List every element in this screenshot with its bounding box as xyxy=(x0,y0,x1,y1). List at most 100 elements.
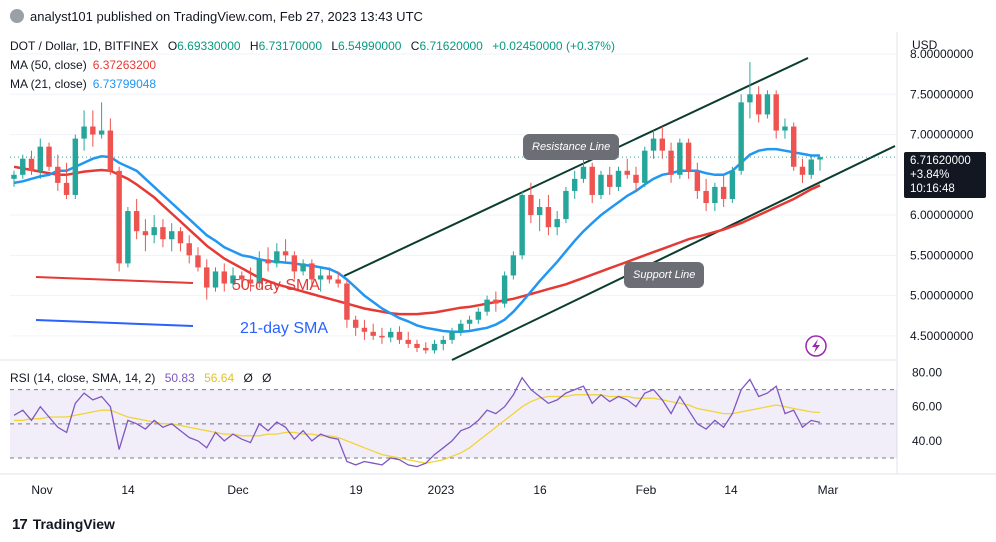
symbol-label[interactable]: DOT / Dollar, 1D, BITFINEX xyxy=(10,39,159,53)
candle xyxy=(352,315,359,336)
candle xyxy=(90,110,96,147)
candle xyxy=(212,267,219,292)
candle xyxy=(720,174,727,208)
currency-label: USD xyxy=(912,38,938,52)
candle-body xyxy=(484,299,490,312)
candle xyxy=(510,251,517,280)
candle-body xyxy=(589,166,595,195)
candle xyxy=(642,146,648,187)
high-value: 6.73170000 xyxy=(258,39,322,53)
candle-body xyxy=(256,259,263,284)
rsi-tick-label: 80.00 xyxy=(912,366,942,380)
candle-body xyxy=(423,347,429,351)
change-value: +0.02450000 (+0.37%) xyxy=(492,39,615,53)
candle xyxy=(633,166,639,191)
candle xyxy=(55,154,61,191)
candle-body xyxy=(195,255,201,268)
candle-body xyxy=(764,94,771,115)
candle-body xyxy=(282,251,289,256)
resistance-trendline xyxy=(343,57,809,277)
candle xyxy=(274,243,280,268)
time-tick-label: Feb xyxy=(636,483,657,497)
price-chart[interactable]: 8.000000007.500000007.000000006.50000000… xyxy=(0,32,996,510)
candle xyxy=(782,118,788,139)
candle-body xyxy=(370,331,376,336)
candle xyxy=(300,259,306,276)
candle-body xyxy=(431,343,438,351)
candle xyxy=(396,326,403,344)
candle xyxy=(615,166,622,191)
candle-body xyxy=(81,126,87,139)
time-tick-label: Mar xyxy=(818,483,839,497)
candle xyxy=(747,62,753,119)
candle-body xyxy=(151,227,157,236)
ma21-line xyxy=(13,147,820,334)
candle xyxy=(659,126,666,159)
candle xyxy=(151,215,157,244)
candle xyxy=(580,158,587,183)
candle xyxy=(650,130,657,159)
candle xyxy=(528,182,534,224)
candle xyxy=(493,291,499,312)
candle-body xyxy=(344,283,350,320)
candle-body xyxy=(125,211,131,264)
ma50-line xyxy=(13,165,821,316)
candle xyxy=(519,190,525,260)
candle-body xyxy=(291,255,298,272)
time-tick-label: Nov xyxy=(31,483,52,497)
candle xyxy=(239,271,245,288)
candle xyxy=(458,319,464,336)
candle-body xyxy=(694,170,701,191)
candle xyxy=(370,323,376,340)
rsi-legend[interactable]: RSI (14, close, SMA, 14, 2) 50.83 56.64 … xyxy=(10,371,272,385)
candle xyxy=(466,315,473,332)
candle-body xyxy=(388,331,394,338)
candle xyxy=(309,259,315,288)
candle-body xyxy=(493,299,499,304)
candle-body xyxy=(142,231,149,236)
candle-body xyxy=(791,126,797,167)
candle xyxy=(423,342,429,354)
candle-body xyxy=(335,279,341,284)
candle-body xyxy=(808,159,814,175)
candle xyxy=(221,263,227,292)
candle-body xyxy=(563,190,569,220)
candle-body xyxy=(361,327,368,332)
candle xyxy=(764,90,771,119)
ohlc-legend: DOT / Dollar, 1D, BITFINEX O6.69330000 H… xyxy=(10,39,615,53)
support-trendline xyxy=(451,145,896,361)
candle-body xyxy=(28,158,35,171)
candle-body xyxy=(633,174,639,183)
candle-body xyxy=(396,331,403,340)
candle-body xyxy=(352,319,359,328)
candle xyxy=(168,223,175,252)
candle-body xyxy=(160,227,166,240)
candle xyxy=(142,219,149,252)
candle xyxy=(125,207,131,268)
candle xyxy=(563,186,569,224)
ma21-legend[interactable]: MA (21, close) 6.73799048 xyxy=(10,77,157,91)
candle-body xyxy=(265,259,271,264)
price-tick-label: 5.50000000 xyxy=(910,248,974,262)
price-tick-label: 4.50000000 xyxy=(910,329,974,343)
candle-body xyxy=(98,130,105,135)
candle-body xyxy=(720,186,727,199)
candle xyxy=(256,251,263,288)
candle-body xyxy=(177,231,184,244)
candle xyxy=(405,331,411,348)
tradingview-logo-icon: 17 xyxy=(12,515,28,533)
sma21-annotation: 21-day SMA xyxy=(240,320,329,337)
ma50-legend[interactable]: MA (50, close) 6.37263200 xyxy=(10,58,157,72)
candle-body xyxy=(239,275,245,280)
candle xyxy=(81,110,87,151)
candle-body xyxy=(685,142,692,171)
candle xyxy=(116,166,122,272)
footer-brand[interactable]: 17 TradingView xyxy=(12,515,115,533)
candle-body xyxy=(642,150,648,183)
candle xyxy=(388,327,394,343)
candle xyxy=(773,90,779,139)
time-tick-label: Dec xyxy=(227,483,248,497)
candle xyxy=(46,142,52,171)
candle xyxy=(72,134,79,199)
candle-body xyxy=(677,142,683,175)
